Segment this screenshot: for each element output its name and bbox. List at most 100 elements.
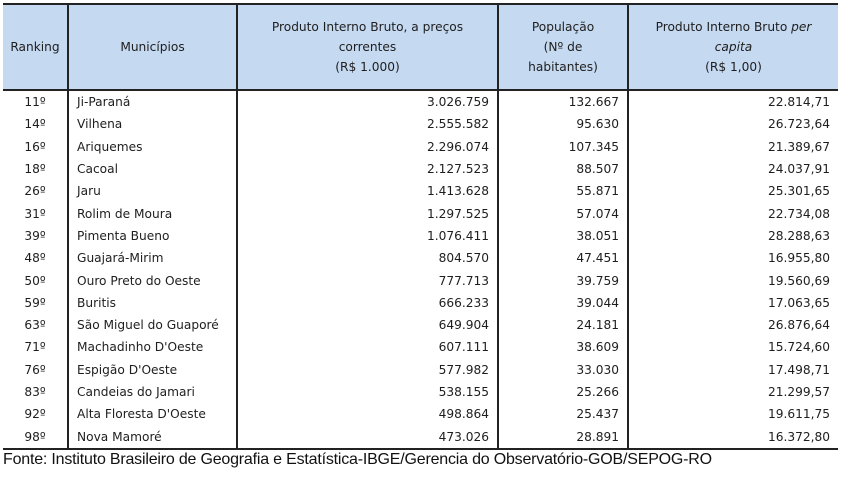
cell-pib-per-capita: 26.723,64 (627, 113, 838, 136)
header-pib: Produto Interno Bruto, a preços corrente… (236, 3, 498, 91)
header-pib-line1: Produto Interno Bruto, a preços (271, 20, 464, 34)
cell-ranking: 48º (24, 251, 46, 266)
table-row: 39º Pimenta Bueno 1.076.411 38.051 28.288,63 (3, 224, 838, 248)
header-pc-line2: capita (635, 37, 832, 57)
table-row: 31º Rolim de Moura 1.297.525 57.074 22.734,0… (3, 202, 838, 225)
cell-populacao: 25.437 (497, 403, 628, 426)
cell-pib: 1.297.525 (236, 202, 498, 225)
cell-pib: 804.570 (236, 247, 498, 270)
cell-municipio: Buritis (67, 291, 237, 314)
cell-pib: 649.904 (236, 313, 498, 337)
cell-ranking: 31º (24, 206, 46, 221)
table-row: 11º Ji-Paraná 3.026.759 132.667 22.814,71 (3, 90, 838, 114)
cell-populacao: 39.044 (497, 291, 628, 314)
cell-pib: 2.555.582 (236, 113, 498, 136)
cell-populacao: 38.051 (497, 224, 628, 248)
cell-municipio: São Miguel do Guaporé (67, 313, 237, 337)
cell-populacao: 132.667 (497, 90, 628, 114)
cell-ranking: 92º (24, 407, 46, 422)
cell-populacao: 55.871 (497, 180, 628, 203)
cell-pib: 538.155 (236, 380, 498, 404)
table-row: 18º Cacoal 2.127.523 88.507 24.037,91 (3, 157, 838, 181)
header-pib-line2: correntes (338, 40, 397, 54)
cell-municipio: Ariquemes (67, 135, 237, 158)
cell-populacao: 39.759 (497, 269, 628, 292)
cell-ranking: 71º (24, 340, 46, 355)
table-row: 63º São Miguel do Guaporé 649.904 24.181 26.… (3, 313, 838, 337)
cell-ranking: 14º (24, 117, 46, 132)
cell-municipio: Machadinho D'Oeste (67, 336, 237, 359)
cell-ranking: 39º (24, 228, 46, 243)
table-row: 14º Vilhena 2.555.582 95.630 26.723,64 (3, 113, 838, 136)
cell-populacao: 95.630 (497, 113, 628, 136)
cell-pib-per-capita: 24.037,91 (627, 157, 838, 181)
header-pib-line3: (R$ 1.000) (335, 60, 400, 74)
cell-ranking: 50º (24, 273, 46, 288)
cell-ranking: 16º (24, 139, 46, 154)
cell-pib: 2.127.523 (236, 157, 498, 181)
cell-pib: 473.026 (236, 425, 498, 450)
header-pc-line3: (R$ 1,00) (705, 60, 762, 74)
cell-municipio: Vilhena (67, 113, 237, 136)
header-pc-per: per (791, 20, 812, 34)
cell-municipio: Ouro Preto do Oeste (67, 269, 237, 292)
table-body: 11º Ji-Paraná 3.026.759 132.667 22.814,71 14… (3, 90, 838, 450)
table-row: 59º Buritis 666.233 39.044 17.063,65 (3, 291, 838, 314)
cell-pib-per-capita: 15.724,60 (627, 336, 838, 359)
table-row: 98º Nova Mamoré 473.026 28.891 16.372,80 (3, 425, 838, 450)
header-pop-line2: (Nº de (543, 40, 583, 54)
cell-ranking: 26º (24, 184, 46, 199)
cell-populacao: 88.507 (497, 157, 628, 181)
table-row: 48º Guajará-Mirim 804.570 47.451 16.955,80 (3, 247, 838, 270)
header-municipios-label: Municípios (120, 40, 185, 54)
table-container: Ranking Municípios Produto Interno Bruto… (3, 3, 838, 450)
cell-pib: 1.413.628 (236, 180, 498, 203)
cell-pib-per-capita: 16.955,80 (627, 247, 838, 270)
header-pop-line3: habitantes) (528, 60, 598, 74)
municipal-gdp-table: Ranking Municípios Produto Interno Bruto… (3, 3, 838, 450)
table-row: 16º Ariquemes 2.296.074 107.345 21.389,67 (3, 135, 838, 158)
header-ranking: Ranking (3, 3, 68, 91)
cell-municipio: Pimenta Bueno (67, 224, 237, 248)
cell-municipio: Espigão D'Oeste (67, 358, 237, 381)
cell-municipio: Alta Floresta D'Oeste (67, 403, 237, 426)
table-row: 71º Machadinho D'Oeste 607.111 38.609 15.724… (3, 336, 838, 359)
cell-pib-per-capita: 19.560,69 (627, 269, 838, 292)
cell-ranking: 59º (24, 295, 46, 310)
cell-municipio: Guajará-Mirim (67, 247, 237, 270)
header-row: Ranking Municípios Produto Interno Bruto… (3, 3, 838, 91)
header-pc-capita: capita (714, 40, 753, 54)
header-municipios: Municípios (67, 3, 237, 91)
cell-pib: 3.026.759 (236, 90, 498, 114)
cell-ranking: 63º (24, 318, 46, 333)
header-pc-line1: Produto Interno Bruto per (635, 17, 832, 37)
cell-pib-per-capita: 22.814,71 (627, 90, 838, 114)
cell-pib: 607.111 (236, 336, 498, 359)
cell-pib-per-capita: 22.734,08 (627, 202, 838, 225)
cell-municipio: Candeias do Jamari (67, 380, 237, 404)
cell-populacao: 25.266 (497, 380, 628, 404)
cell-populacao: 33.030 (497, 358, 628, 381)
table-row: 50º Ouro Preto do Oeste 777.713 39.759 19.56… (3, 269, 838, 292)
cell-pib-per-capita: 16.372,80 (627, 425, 838, 450)
cell-populacao: 57.074 (497, 202, 628, 225)
cell-municipio: Nova Mamoré (67, 425, 237, 450)
header-pc-line1-text: Produto Interno Bruto (655, 20, 788, 34)
cell-populacao: 24.181 (497, 313, 628, 337)
cell-municipio: Cacoal (67, 157, 237, 181)
table-row: 76º Espigão D'Oeste 577.982 33.030 17.498,71 (3, 358, 838, 381)
cell-ranking: 18º (24, 162, 46, 177)
cell-municipio: Ji-Paraná (67, 90, 237, 114)
cell-populacao: 47.451 (497, 247, 628, 270)
cell-pib: 666.233 (236, 291, 498, 314)
cell-ranking: 98º (3, 425, 68, 450)
cell-pib-per-capita: 25.301,65 (627, 180, 838, 203)
cell-pib-per-capita: 21.389,67 (627, 135, 838, 158)
cell-ranking: 83º (24, 385, 46, 399)
table-header: Ranking Municípios Produto Interno Bruto… (3, 3, 838, 91)
table-row: 26º Jaru 1.413.628 55.871 25.301,65 (3, 180, 838, 203)
header-pib-per-capita: Produto Interno Bruto per capita (R$ 1,0… (627, 3, 838, 91)
cell-municipio: Jaru (67, 180, 237, 203)
cell-pib-per-capita: 26.876,64 (627, 313, 838, 337)
table-row: 83º Candeias do Jamari 538.155 25.266 21.299… (3, 380, 838, 404)
